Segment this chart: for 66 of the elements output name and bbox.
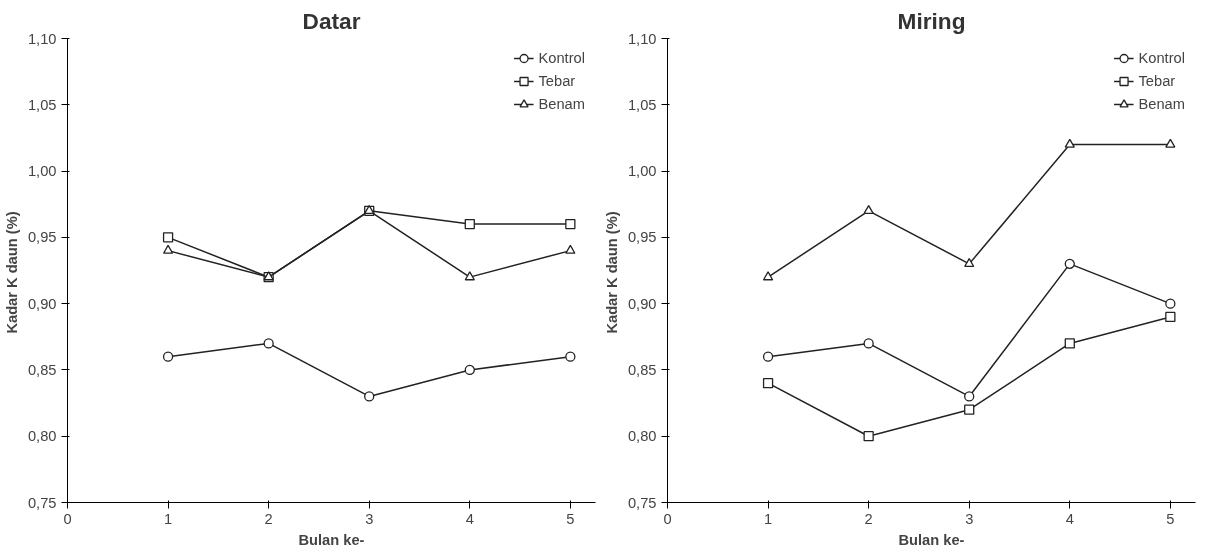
point [863, 431, 874, 442]
y-tick-label: 1,05 [627, 96, 657, 113]
y-tick-label: 1,00 [627, 163, 657, 180]
point [565, 244, 576, 254]
point [762, 271, 774, 281]
legend-label: Tebar [1138, 73, 1176, 89]
legend-label: Kontrol [1138, 50, 1185, 66]
y-tick-label: 0,80 [627, 428, 657, 445]
chart-title: Datar [302, 7, 361, 34]
point [464, 364, 475, 376]
x-tick-label: 4 [465, 510, 474, 527]
point [1064, 258, 1075, 270]
y-axis-title: Kadar K daun (%) [603, 211, 620, 334]
y-tick-label: 0,90 [627, 295, 657, 312]
y-axis-title: Kadar K daun (%) [3, 211, 20, 334]
x-tick-label: 0 [63, 510, 72, 527]
x-tick-label: 3 [365, 510, 374, 527]
x-tick-label: 5 [566, 510, 575, 527]
x-tick-label: 1 [164, 510, 173, 527]
y-tick-label: 0,85 [627, 361, 657, 378]
chart-title: Miring [897, 7, 966, 34]
x-tick-label: 2 [264, 510, 273, 527]
point [263, 338, 274, 349]
y-tick-label: 1,00 [27, 163, 57, 180]
point [565, 351, 576, 362]
x-tick-label: 4 [1065, 510, 1074, 527]
x-axis-title: Bulan ke- [298, 531, 365, 548]
point [762, 351, 774, 362]
legend-label: Benam [1138, 96, 1185, 112]
legend-label: Kontrol [538, 50, 585, 66]
point [162, 244, 174, 254]
y-tick-label: 0,75 [627, 494, 657, 511]
y-tick-label: 0,90 [27, 295, 57, 312]
point [565, 218, 576, 230]
point [964, 258, 975, 268]
y-tick-label: 0,75 [27, 494, 57, 511]
point [162, 351, 174, 362]
y-tick-label: 0,95 [627, 229, 657, 246]
y-tick-label: 1,10 [27, 30, 57, 47]
y-tick-label: 1,10 [627, 30, 657, 47]
legend-label: Benam [538, 96, 585, 112]
legend-label: Tebar [538, 73, 576, 89]
point [364, 391, 375, 402]
point [1165, 138, 1176, 148]
y-tick-label: 0,80 [27, 428, 57, 445]
point [1064, 338, 1075, 349]
x-tick-label: 2 [864, 510, 873, 527]
point [464, 218, 475, 230]
y-tick-label: 0,85 [27, 361, 57, 378]
point [162, 232, 174, 243]
point [863, 338, 874, 349]
point [964, 391, 975, 402]
point [1165, 298, 1176, 309]
point [863, 205, 874, 215]
x-tick-label: 5 [1166, 510, 1175, 527]
x-tick-label: 1 [764, 510, 773, 527]
point [762, 378, 774, 389]
point [964, 404, 975, 415]
point [1064, 138, 1075, 148]
point [1165, 311, 1176, 323]
x-tick-label: 0 [663, 510, 672, 527]
y-tick-label: 0,95 [27, 229, 57, 246]
point [464, 271, 475, 281]
y-tick-label: 1,05 [27, 96, 57, 113]
x-axis-title: Bulan ke- [898, 531, 965, 548]
x-tick-label: 3 [965, 510, 974, 527]
